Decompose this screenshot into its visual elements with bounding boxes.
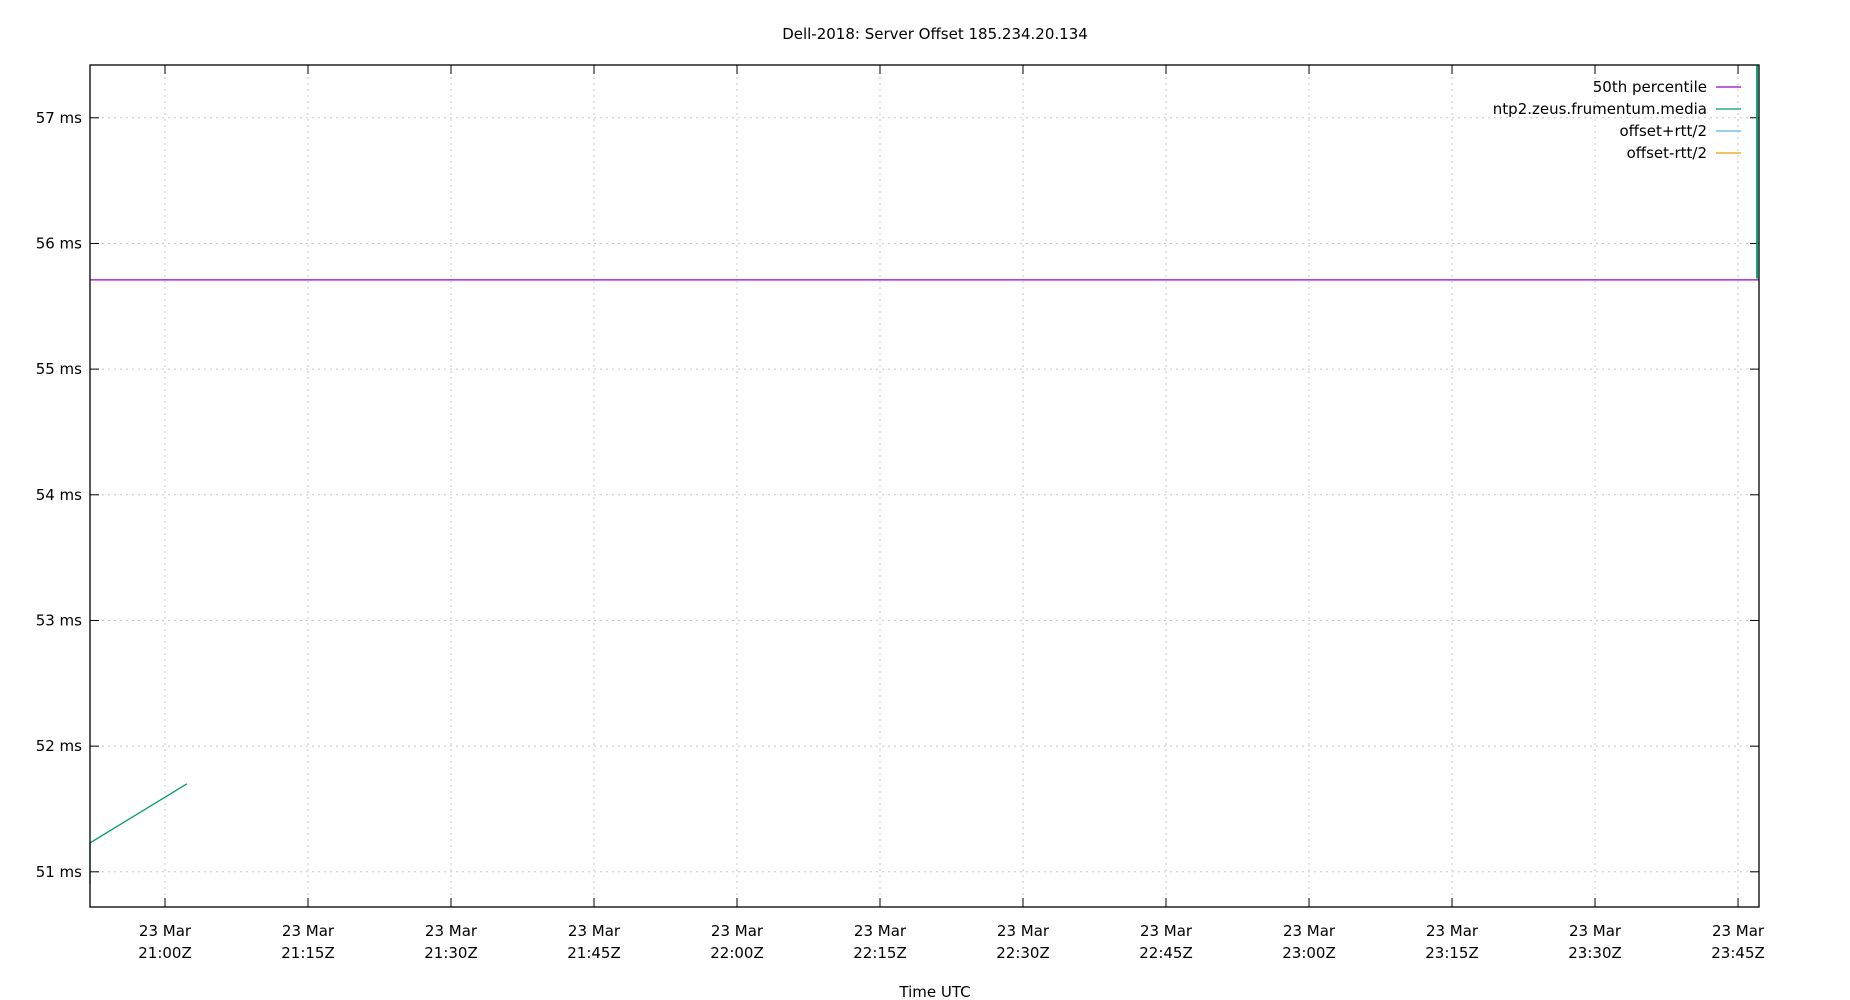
x-tick-label: 22:45Z xyxy=(1139,944,1193,962)
x-tick-label: 23 Mar xyxy=(425,922,478,940)
y-tick-label: 57 ms xyxy=(36,109,82,127)
legend-label: 50th percentile xyxy=(1593,78,1707,96)
y-axis: 51 ms 52 ms 53 ms 54 ms 55 ms 56 ms 57 ms xyxy=(36,109,1759,881)
x-axis: 23 Mar 21:00Z 23 Mar 21:15Z 23 Mar 21:30Z 23 M… xyxy=(138,65,1765,962)
x-tick-label: 21:45Z xyxy=(567,944,621,962)
legend-label: offset-rtt/2 xyxy=(1627,144,1707,162)
legend: 50th percentile ntp2.zeus.frumentum.media… xyxy=(1493,78,1741,162)
x-tick-label: 22:15Z xyxy=(853,944,907,962)
x-tick-label: 23 Mar xyxy=(568,922,621,940)
x-axis-label: Time UTC xyxy=(898,983,970,1000)
x-tick-label: 23 Mar xyxy=(1140,922,1193,940)
series xyxy=(89,65,1759,885)
y-tick-label: 54 ms xyxy=(36,486,82,504)
x-tick-label: 23 Mar xyxy=(997,922,1050,940)
x-tick-label: 21:15Z xyxy=(281,944,335,962)
y-tick-label: 52 ms xyxy=(36,737,82,755)
y-tick-label: 56 ms xyxy=(36,234,82,252)
legend-label: offset+rtt/2 xyxy=(1619,122,1707,140)
x-tick-label: 23 Mar xyxy=(711,922,764,940)
x-tick-label: 23 Mar xyxy=(1569,922,1622,940)
x-tick-label: 23 Mar xyxy=(854,922,907,940)
y-tick-label: 53 ms xyxy=(36,611,82,629)
legend-label: ntp2.zeus.frumentum.media xyxy=(1493,100,1707,118)
x-tick-label: 23 Mar xyxy=(139,922,192,940)
x-tick-label: 23:30Z xyxy=(1568,944,1622,962)
x-tick-label: 23:45Z xyxy=(1711,944,1765,962)
x-tick-label: 23:00Z xyxy=(1282,944,1336,962)
x-tick-label: 23:15Z xyxy=(1425,944,1479,962)
x-tick-label: 22:30Z xyxy=(996,944,1050,962)
x-tick-label: 22:00Z xyxy=(710,944,764,962)
y-tick-label: 55 ms xyxy=(36,360,82,378)
series-line xyxy=(89,783,188,885)
grid xyxy=(90,65,1759,907)
x-tick-label: 23 Mar xyxy=(282,922,335,940)
x-tick-label: 21:30Z xyxy=(424,944,478,962)
x-tick-label: 23 Mar xyxy=(1283,922,1336,940)
plot-frame xyxy=(89,64,1760,908)
x-tick-label: 23 Mar xyxy=(1712,922,1765,940)
chart-title: Dell-2018: Server Offset 185.234.20.134 xyxy=(782,25,1088,43)
x-tick-label: 23 Mar xyxy=(1426,922,1479,940)
x-tick-label: 21:00Z xyxy=(138,944,192,962)
y-tick-label: 51 ms xyxy=(36,863,82,881)
